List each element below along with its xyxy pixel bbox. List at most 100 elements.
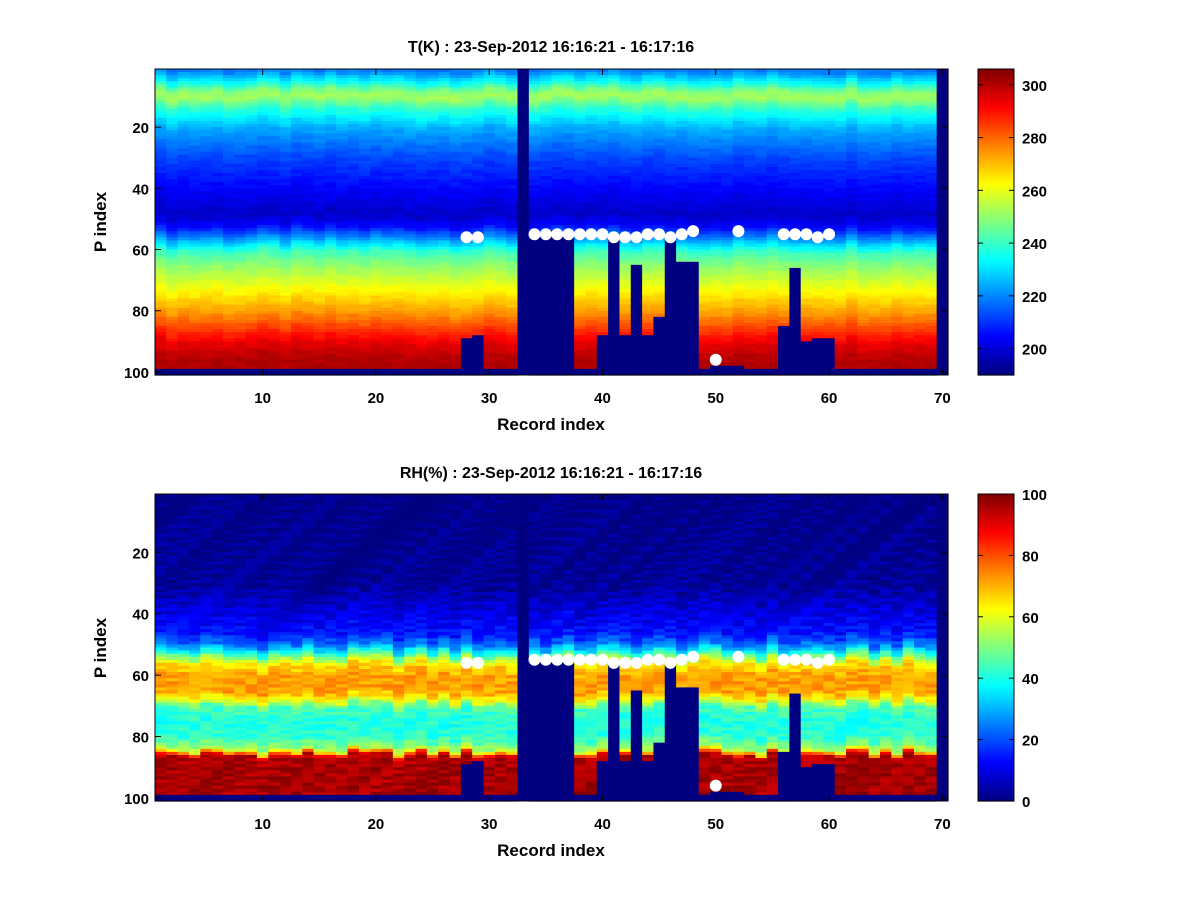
heatmap-cell xyxy=(698,111,711,116)
heatmap-cell xyxy=(256,96,269,101)
heatmap-cell xyxy=(268,255,281,260)
heatmap-cell xyxy=(302,258,315,263)
heatmap-cell xyxy=(483,96,496,101)
heatmap-cell xyxy=(370,249,383,254)
heatmap-cell xyxy=(381,249,394,254)
heatmap-cell xyxy=(596,139,609,144)
heatmap-cell xyxy=(347,362,360,367)
heatmap-cell xyxy=(358,191,371,196)
heatmap-cell xyxy=(392,329,405,333)
heatmap-cell xyxy=(234,283,247,287)
heatmap-cell xyxy=(347,277,360,281)
heatmap-cell xyxy=(302,261,315,266)
heatmap-cell xyxy=(256,215,269,220)
heatmap-cell xyxy=(155,313,167,318)
heatmap-cell xyxy=(574,371,587,376)
heatmap-cell xyxy=(222,240,235,245)
heatmap-cell xyxy=(336,212,349,217)
heatmap-cell xyxy=(664,338,677,342)
heatmap-cell xyxy=(302,194,315,199)
heatmap-cell xyxy=(347,332,360,336)
heatmap-cell xyxy=(290,130,303,134)
heatmap-cell xyxy=(336,133,349,137)
heatmap-cell xyxy=(676,298,689,303)
heatmap-cell xyxy=(562,310,575,315)
heatmap-cell xyxy=(710,154,723,159)
heatmap-cell xyxy=(528,280,541,284)
heatmap-cell xyxy=(268,215,281,220)
heatmap-cell xyxy=(392,72,405,76)
heatmap-cell xyxy=(676,222,689,226)
heatmap-cell xyxy=(483,117,496,122)
heatmap-cell xyxy=(426,249,439,254)
heatmap-cell xyxy=(166,212,179,217)
heatmap-cell xyxy=(506,197,519,202)
heatmap-cell xyxy=(404,341,417,345)
heatmap-cell xyxy=(608,127,621,131)
heatmap-cell xyxy=(200,117,213,122)
heatmap-cell xyxy=(290,353,303,358)
heatmap-cell xyxy=(279,270,292,275)
heatmap-cell xyxy=(506,298,519,303)
heatmap-cell xyxy=(721,298,734,303)
heatmap-cell xyxy=(302,292,315,297)
temperature-chart-title: T(K) : 23-Sep-2012 16:16:21 - 16:17:16 xyxy=(408,39,694,56)
heatmap-cell xyxy=(188,176,201,180)
heatmap-cell xyxy=(653,151,666,156)
heatmap-cell xyxy=(290,298,303,303)
heatmap-cell xyxy=(426,258,439,263)
heatmap-cell xyxy=(188,335,201,339)
heatmap-cell xyxy=(336,228,349,232)
heatmap-cell xyxy=(721,121,734,125)
heatmap-cell xyxy=(222,350,235,355)
heatmap-cell xyxy=(494,197,507,202)
heatmap-cell xyxy=(687,246,700,251)
heatmap-cell xyxy=(472,69,485,73)
heatmap-cell xyxy=(211,81,224,85)
heatmap-cell xyxy=(177,200,190,205)
heatmap-cell xyxy=(200,99,213,104)
heatmap-cell xyxy=(290,197,303,202)
heatmap-cell xyxy=(630,157,643,162)
heatmap-cell xyxy=(370,274,383,278)
heatmap-cell xyxy=(574,319,587,324)
heatmap-cell xyxy=(494,310,507,315)
heatmap-cell xyxy=(596,258,609,263)
heatmap-cell xyxy=(268,203,281,208)
heatmap-cell xyxy=(426,185,439,189)
heatmap-cell xyxy=(438,356,451,361)
heatmap-cell xyxy=(347,133,360,137)
heatmap-cell xyxy=(211,368,224,373)
heatmap-cell xyxy=(302,69,315,73)
heatmap-cell xyxy=(608,142,621,147)
heatmap-cell xyxy=(551,182,564,186)
heatmap-cell xyxy=(336,371,349,376)
heatmap-cell xyxy=(415,191,428,196)
heatmap-cell xyxy=(211,326,224,330)
heatmap-cell xyxy=(472,252,485,257)
heatmap-cell xyxy=(177,310,190,315)
heatmap-cell xyxy=(551,148,564,153)
heatmap-cell xyxy=(698,243,711,248)
heatmap-cell xyxy=(166,179,179,183)
heatmap-cell xyxy=(608,133,621,137)
heatmap-cell xyxy=(392,310,405,315)
heatmap-cell xyxy=(166,75,179,79)
heatmap-cell xyxy=(290,105,303,110)
heatmap-cell xyxy=(698,218,711,223)
heatmap-cell xyxy=(211,99,224,104)
heatmap-cell xyxy=(721,286,734,290)
heatmap-cell xyxy=(347,108,360,113)
heatmap-cell xyxy=(528,139,541,144)
heatmap-cell xyxy=(506,151,519,156)
heatmap-cell xyxy=(245,344,258,349)
heatmap-cell xyxy=(585,72,598,76)
heatmap-cell xyxy=(268,148,281,153)
heatmap-cell xyxy=(630,289,643,293)
heatmap-cell xyxy=(404,136,417,140)
heatmap-cell xyxy=(506,200,519,205)
heatmap-cell xyxy=(370,289,383,293)
heatmap-cell xyxy=(585,157,598,162)
heatmap-cell xyxy=(551,286,564,290)
heatmap-cell xyxy=(381,182,394,186)
